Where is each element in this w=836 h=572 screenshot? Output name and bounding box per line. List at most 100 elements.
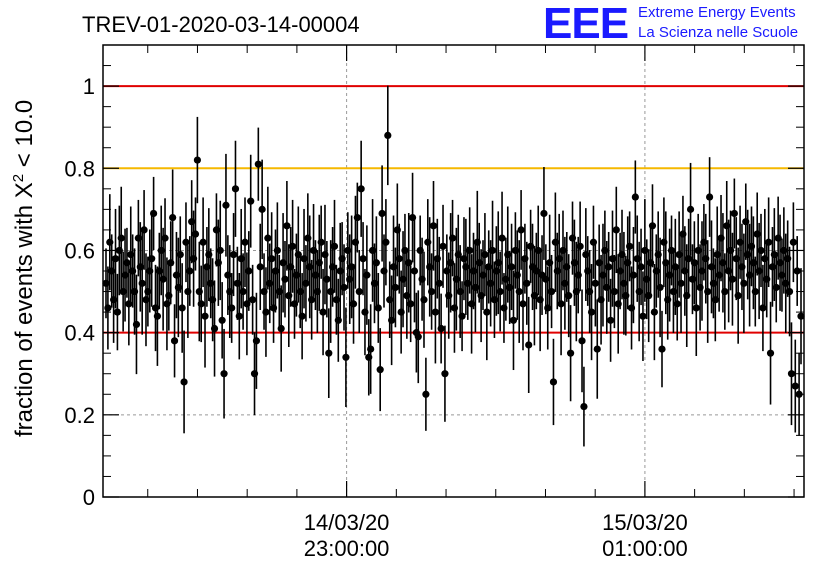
data-point [677,279,685,287]
data-point [111,255,120,263]
data-point [317,238,325,246]
data-point [498,234,506,242]
data-point [734,292,742,300]
data-point [197,300,205,308]
data-point [372,259,380,267]
data-point [557,300,565,308]
data-point [140,226,148,234]
data-point [319,308,327,316]
data-point [359,255,367,263]
data-point [283,222,291,230]
data-point [414,333,422,341]
data-point [496,287,504,296]
data-point [797,312,805,320]
data-point [241,238,249,246]
run-title: TREV-01-2020-03-14-00004 [82,12,360,37]
data-point [686,205,695,213]
data-point [222,201,230,209]
data-point [178,304,186,312]
data-point [367,345,375,353]
data-point [104,304,112,312]
data-point [252,337,261,345]
data-point [193,156,201,164]
x-tick-label-date: 14/03/20 [304,510,390,535]
data-point [692,304,700,312]
data-point [138,279,146,287]
data-point [751,287,759,296]
data-point [629,271,638,279]
data-point [547,287,556,296]
data-point [201,312,209,320]
data-point [229,250,238,259]
data-point [626,242,634,250]
data-point [420,296,428,304]
data-series [102,85,805,447]
data-point [435,279,443,287]
data-point [245,267,253,275]
data-point [180,378,188,386]
x-tick-label-time: 01:00:00 [602,536,688,561]
data-point [706,193,714,201]
data-point [268,255,276,263]
data-point [262,308,270,316]
data-point [458,312,466,320]
data-point [249,296,257,304]
data-point [437,324,445,333]
data-point [191,230,200,238]
data-point [117,234,125,242]
data-point [612,226,620,234]
data-point [407,300,415,308]
data-point [685,255,693,263]
data-point [308,296,316,304]
data-point [567,349,575,357]
data-point [378,209,386,218]
data-point [439,242,447,250]
data-point [639,312,647,320]
data-point [254,160,262,168]
data-point [791,382,799,390]
logo-subtitle-1: Extreme Energy Events [638,4,796,21]
data-point [766,349,775,357]
data-point [519,300,527,308]
data-point [340,283,348,292]
data-point [113,308,122,316]
data-point [658,345,666,353]
data-point [704,287,712,296]
data-point [228,304,236,312]
data-point [525,341,533,349]
data-point [258,205,266,213]
data-point [153,312,162,320]
y-tick-label: 0 [83,485,95,510]
data-point [772,283,780,292]
data-point [376,366,384,374]
data-point [730,209,738,218]
y-tick-label: 0.4 [64,321,95,346]
data-point [289,242,297,250]
data-point [610,287,618,296]
data-point [587,308,596,316]
data-point [199,238,207,246]
data-point [363,271,371,279]
data-point [182,238,190,246]
y-tick-label: 0.6 [64,238,95,263]
data-point [515,287,523,296]
data-point [342,353,350,361]
data-point [281,275,289,283]
data-point [186,267,194,275]
data-point [357,185,365,193]
data-point [721,287,729,296]
data-point [231,185,240,193]
data-point [509,316,518,324]
data-point [523,279,531,287]
data-point [401,246,409,255]
data-point [388,316,396,324]
data-point [382,238,390,246]
data-point [220,370,228,378]
data-point [507,263,516,271]
data-point [239,287,247,296]
data-point [466,246,474,255]
data-point [277,324,285,333]
data-point [273,246,281,255]
data-point [405,259,413,267]
